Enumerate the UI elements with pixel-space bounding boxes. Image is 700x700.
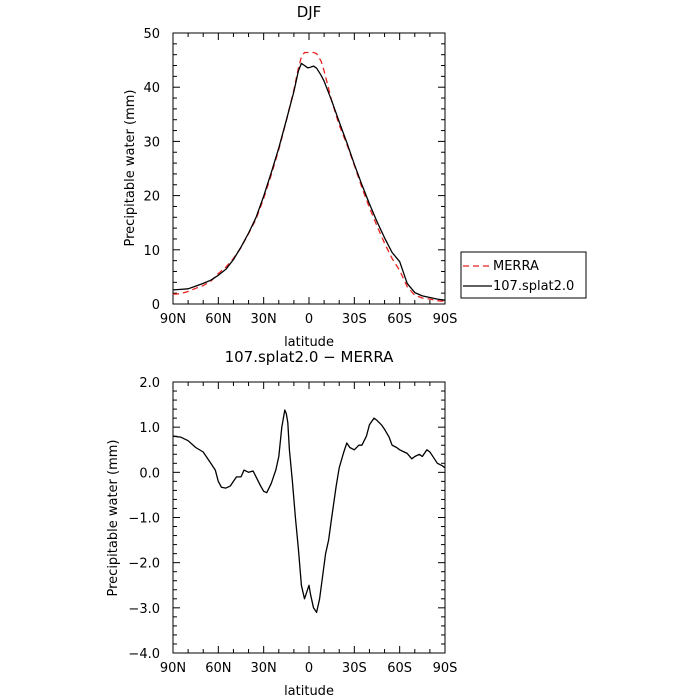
difference-panel: 107.splat2.0 − MERRA 90N 60N 30N 0 30S 60S 90S…: [106, 348, 457, 699]
y-tick-label: 30: [143, 135, 160, 150]
y-tick-label: −1.0: [128, 512, 160, 527]
x-tick-label: 60N: [205, 661, 231, 676]
y-tick-label: 0.0: [139, 466, 160, 481]
bottom-plot-frame: [172, 381, 446, 654]
y-tick-label: 40: [143, 81, 160, 96]
top-chart-title: DJF: [297, 3, 322, 21]
y-tick-label: −2.0: [128, 557, 160, 572]
y-tick-label: 2.0: [139, 376, 160, 391]
bottom-series-lines: [172, 409, 446, 614]
y-tick-label: 0: [152, 298, 160, 313]
x-tick-label: 90N: [160, 661, 186, 676]
y-tick-label: 20: [143, 190, 160, 205]
y-tick-label: 50: [143, 27, 160, 42]
x-tick-label: 60S: [387, 312, 412, 327]
y-tick-label: 1.0: [139, 421, 160, 436]
bottom-x-axis-label: latitude: [284, 684, 334, 699]
x-tick-label: 30N: [251, 312, 277, 327]
x-tick-label: 60N: [205, 312, 231, 327]
x-tick-label: 0: [305, 661, 313, 676]
x-tick-label: 0: [305, 312, 313, 327]
x-tick-label: 90S: [433, 661, 458, 676]
top-axis-ticks: 90N 60N 30N 0 30S 60S 90S 0 10 20 30 40 50: [143, 27, 457, 327]
legend: MERRA 107.splat2.0: [460, 251, 587, 299]
legend-splat-label: 107.splat2.0: [493, 279, 574, 294]
bottom-axis-ticks: 90N 60N 30N 0 30S 60S 90S −4.0 −3.0 −2.0 −1.0 0.0 1.…: [128, 376, 457, 676]
djf-panel: DJF 90N 60N 30N 0 30S 60S 90S 0 10 20 30 40 50 latit…: [123, 3, 457, 350]
bottom-y-axis-label: Precipitable water (mm): [106, 440, 121, 597]
difference-series-line: [172, 409, 446, 614]
x-tick-label: 30S: [342, 312, 367, 327]
top-plot-frame: [172, 32, 446, 305]
y-tick-label: −4.0: [128, 647, 160, 662]
y-tick-label: 10: [143, 244, 160, 259]
x-tick-label: 60S: [387, 661, 412, 676]
x-tick-label: 30N: [251, 661, 277, 676]
bottom-chart-title: 107.splat2.0 − MERRA: [225, 348, 395, 366]
x-tick-label: 30S: [342, 661, 367, 676]
107-splat2-0-series-line: [172, 62, 446, 301]
x-tick-label: 90S: [433, 312, 458, 327]
merra-series-line: [172, 51, 446, 302]
x-tick-label: 90N: [160, 312, 186, 327]
top-y-axis-label: Precipitable water (mm): [123, 90, 138, 247]
legend-box: [460, 251, 587, 299]
top-x-axis-label: latitude: [284, 335, 334, 350]
top-series-lines: [172, 51, 446, 302]
legend-merra-label: MERRA: [493, 259, 539, 274]
y-tick-label: −3.0: [128, 602, 160, 617]
